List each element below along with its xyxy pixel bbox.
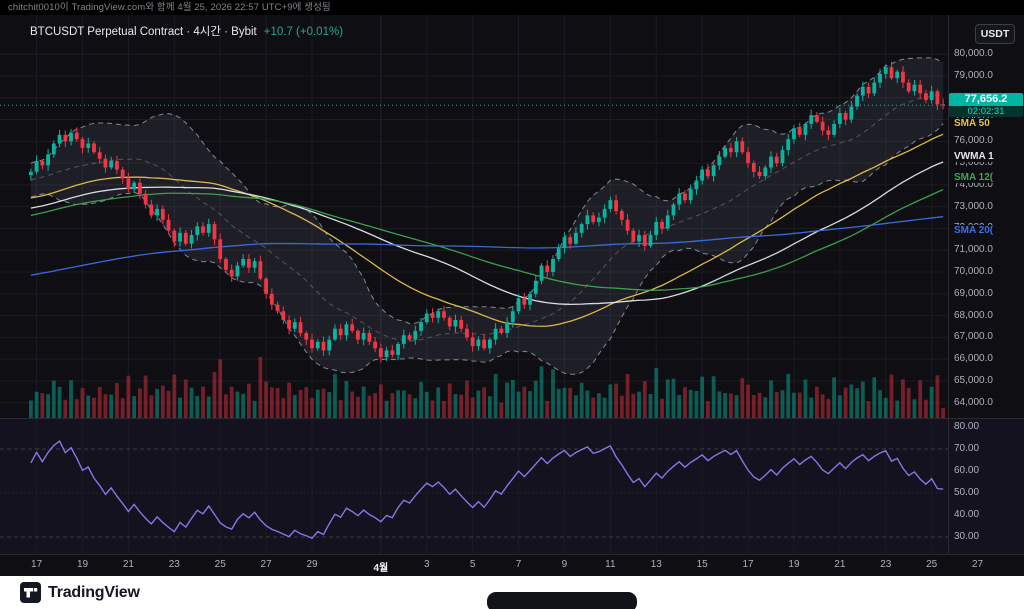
time-axis-label: 21 [834, 559, 846, 570]
indicator-axis-label: SMA 50 [954, 117, 993, 129]
price-tick-label: 76,000.0 [954, 135, 993, 147]
rsi-tick-label: 60.00 [954, 465, 980, 476]
price-tick-label: 68,000.0 [954, 309, 993, 321]
time-axis-label: 17 [31, 559, 43, 570]
time-axis-label: 25 [926, 559, 938, 570]
tradingview-logo-icon[interactable] [20, 582, 41, 603]
time-axis-label: 15 [696, 559, 708, 570]
time-axis-label: 27 [971, 559, 984, 570]
time-axis-month-label: 4월 [373, 563, 389, 574]
time-axis-label: 11 [605, 559, 616, 570]
rsi-tick-label: 80.00 [954, 421, 980, 432]
bar-countdown: 02:02:31 [949, 106, 1023, 118]
price-change: +10.7 (+0.01%) [263, 26, 344, 38]
time-axis-label: 7 [515, 559, 522, 570]
rsi-tick-label: 40.00 [954, 509, 980, 520]
time-axis-label: 23 [168, 559, 180, 570]
indicator-axis-label: VWMA 1 [954, 150, 997, 162]
price-tick-label: 74,000.0 [954, 178, 993, 190]
chart-legend[interactable]: BTCUSDT Perpetual Contract · 4시간 · Bybit… [30, 23, 343, 39]
rsi-tick-label: 30.00 [954, 531, 980, 542]
candlestick-chart[interactable] [0, 0, 1024, 576]
indicator-axis-label: SMA 12( [954, 172, 997, 184]
bottom-toolbar-pill[interactable] [487, 592, 637, 609]
time-axis-label: 17 [742, 559, 754, 570]
tradingview-wordmark[interactable]: TradingView [48, 583, 140, 601]
indicator-axis-label: SMA 20( [954, 224, 997, 236]
price-tick-label: 75,000.0 [954, 157, 993, 169]
price-tick-label: 64,000.0 [954, 396, 993, 408]
time-axis-label: 23 [880, 559, 892, 570]
time-axis-label: 21 [122, 559, 134, 570]
symbol-title[interactable]: BTCUSDT Perpetual Contract · 4시간 · Bybit [30, 26, 257, 38]
snapshot-attribution: chitchit0010이 TradingView.com와 함께 4월 25,… [0, 0, 1024, 15]
last-price-value: 77,656.2 [949, 93, 1023, 107]
price-axis[interactable]: 80,000.079,000.078,000.077,000.076,000.0… [948, 0, 1024, 576]
time-axis-label: 25 [214, 559, 226, 570]
price-tick-label: 79,000.0 [954, 69, 993, 81]
price-tick-label: 80,000.0 [954, 48, 993, 60]
time-axis-label: 13 [650, 559, 662, 570]
time-axis-label: 9 [561, 559, 568, 570]
price-tick-label: 69,000.0 [954, 287, 993, 299]
price-tick-label: 65,000.0 [954, 374, 993, 386]
time-axis-label: 19 [788, 559, 800, 570]
currency-toggle-button[interactable]: USDT [975, 24, 1015, 44]
price-tick-label: 66,000.0 [954, 353, 993, 365]
time-axis[interactable]: 17 19 21 23 25 27 29 4월 3 5 7 9 11 13 15 17 19 21 23 25 27 [0, 554, 1024, 576]
price-tick-label: 70,000.0 [954, 266, 993, 278]
time-axis-label: 19 [76, 559, 89, 570]
last-price-badge: 77,656.2 02:02:31 [949, 93, 1023, 118]
price-tick-label: 67,000.0 [954, 331, 993, 343]
time-axis-label: 29 [306, 559, 318, 570]
time-axis-label: 5 [469, 559, 476, 570]
time-axis-label: 3 [423, 559, 430, 570]
time-axis-label: 27 [260, 559, 272, 570]
rsi-tick-label: 50.00 [954, 487, 980, 498]
rsi-tick-label: 70.00 [954, 443, 980, 454]
price-tick-label: 71,000.0 [954, 244, 993, 256]
price-tick-label: 73,000.0 [954, 200, 993, 212]
